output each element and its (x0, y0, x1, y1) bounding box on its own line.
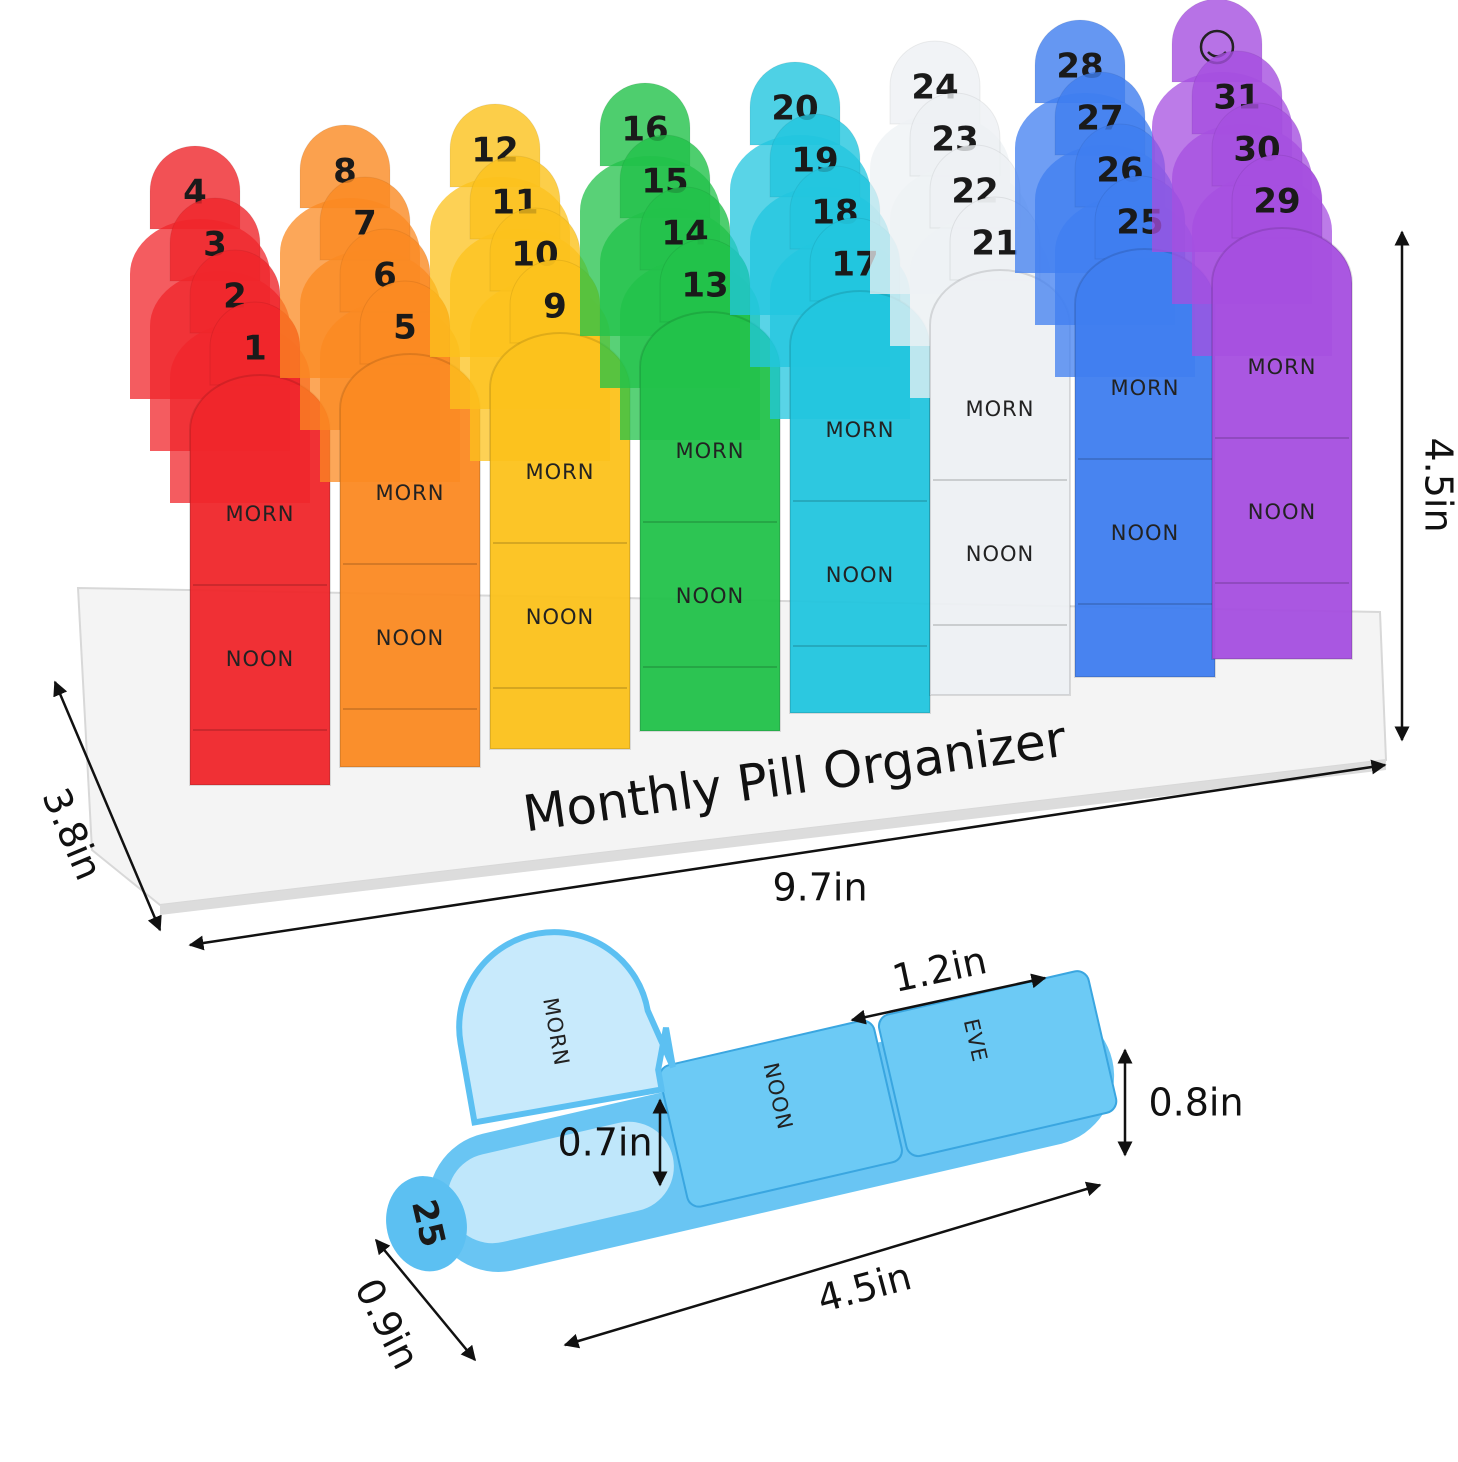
day-number: 1 (243, 329, 267, 369)
noon-label: NOON (526, 605, 594, 629)
day-number: 9 (543, 287, 567, 327)
noon-label: NOON (826, 563, 894, 587)
day-number: 21 (971, 224, 1018, 264)
morn-label: MORN (1111, 376, 1180, 400)
morn-label: MORN (676, 439, 745, 463)
open-morn-lid: MORN (444, 914, 676, 1122)
noon-label: NOON (376, 626, 444, 650)
compartment-depth: 0.7in (557, 1121, 652, 1165)
case-length: 4.5in (813, 1254, 916, 1321)
morn-label: MORN (966, 397, 1035, 421)
case-body (490, 333, 630, 749)
noon-label: NOON (676, 584, 744, 608)
pill-columns: 432MORNNOON1876MORNNOON5121110MORNNOON91… (130, 0, 1352, 785)
morn-label: MORN (226, 502, 295, 526)
morn-label: MORN (376, 481, 445, 505)
day-number: 5 (393, 308, 417, 348)
morn-label: MORN (526, 460, 595, 484)
case-body (1212, 228, 1352, 659)
case-body (930, 270, 1070, 695)
height-dimension: 4.5in (1417, 437, 1458, 532)
case-body (340, 354, 480, 767)
noon-label: NOON (966, 542, 1034, 566)
width-dimension: 9.7in (772, 866, 867, 910)
noon-label: NOON (1248, 500, 1316, 524)
day-number: 13 (681, 266, 728, 306)
morn-label: MORN (826, 418, 895, 442)
compartment-width: 1.2in (888, 938, 990, 1001)
morn-label: MORN (1248, 355, 1317, 379)
case-body (190, 375, 330, 785)
noon-label: NOON (226, 647, 294, 671)
case-height: 0.8in (1148, 1081, 1243, 1125)
day-number: 29 (1253, 182, 1300, 222)
noon-label: NOON (1111, 521, 1179, 545)
